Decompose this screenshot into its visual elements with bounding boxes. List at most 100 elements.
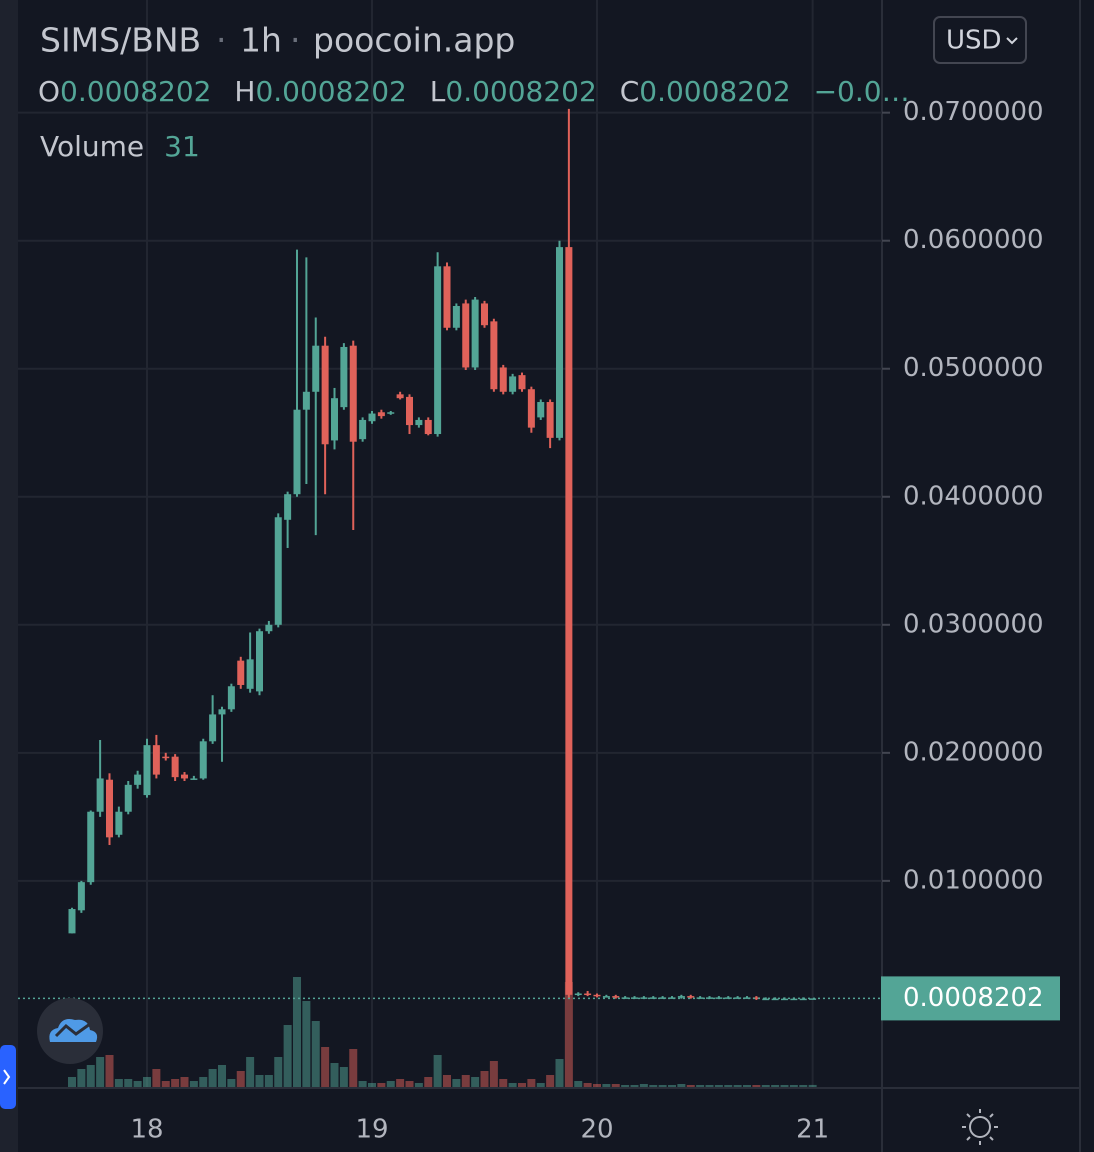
- separator: ·: [216, 21, 227, 60]
- volume-bar: [246, 1057, 255, 1087]
- volume-bar: [283, 1025, 292, 1087]
- candle-body: [790, 998, 798, 1001]
- logo-line: [54, 1022, 91, 1038]
- volume-bar: [771, 1085, 780, 1087]
- volume-bar: [639, 1084, 648, 1087]
- volume-bar: [546, 1075, 555, 1087]
- volume-bar: [424, 1077, 433, 1087]
- candle-body: [368, 413, 376, 422]
- volume-bar: [414, 1083, 423, 1087]
- candle-body: [312, 345, 320, 392]
- candle-body: [499, 367, 507, 392]
- candle-body: [490, 321, 498, 390]
- candle-body: [321, 345, 329, 445]
- volume-legend: Volume 31: [40, 130, 200, 163]
- ohlc-key: L: [430, 75, 446, 108]
- volume-bar: [152, 1069, 161, 1087]
- candle-body: [602, 996, 610, 998]
- candle-body: [359, 419, 367, 440]
- candle-body: [143, 745, 151, 796]
- candle-body: [302, 391, 310, 410]
- volume-bar: [133, 1081, 142, 1087]
- candle-body: [115, 811, 123, 835]
- ohlc-value: 0.0008202: [60, 75, 211, 108]
- candle-body: [181, 774, 188, 779]
- volume-bar: [255, 1075, 264, 1087]
- y-tick-label: 0.0500000: [903, 353, 1044, 383]
- candle-body: [237, 660, 245, 685]
- candle-body: [349, 345, 357, 442]
- volume-bar: [208, 1069, 217, 1087]
- volume-bar: [621, 1085, 630, 1087]
- volume-bar: [611, 1084, 620, 1087]
- source: poocoin.app: [313, 21, 515, 60]
- volume-bar: [649, 1085, 658, 1087]
- candle-body: [743, 997, 751, 999]
- candle-body: [377, 412, 385, 417]
- candle-body: [171, 756, 179, 778]
- volume-bar: [349, 1049, 358, 1087]
- volume-bar: [743, 1085, 751, 1087]
- ohlc-key: H: [234, 75, 255, 108]
- candle-body: [565, 247, 573, 995]
- candle-body: [124, 784, 132, 812]
- x-tick-label: 20: [580, 1115, 613, 1145]
- volume-bar: [489, 1061, 498, 1087]
- volume-key: Volume: [40, 130, 144, 163]
- volume-bar: [227, 1079, 236, 1087]
- candle-body: [527, 389, 535, 428]
- candle-body: [106, 779, 113, 838]
- volume-bar: [180, 1077, 189, 1087]
- volume-bar: [218, 1065, 226, 1087]
- y-tick-label: 0.0700000: [903, 97, 1044, 127]
- volume-bar: [752, 1085, 761, 1087]
- volume-bar: [293, 977, 301, 1087]
- volume-bar: [518, 1083, 526, 1087]
- candle-body: [762, 998, 770, 1001]
- currency-button[interactable]: [933, 16, 1027, 64]
- volume-bar: [602, 1084, 611, 1087]
- volume-bar: [761, 1085, 770, 1087]
- candle-body: [574, 993, 582, 996]
- candle-body: [293, 409, 301, 495]
- settings-icon[interactable]: [962, 1109, 998, 1145]
- candle-body: [227, 686, 235, 710]
- volume-bar: [686, 1085, 695, 1087]
- candle-body: [696, 997, 704, 999]
- volume-layer: [68, 977, 817, 1087]
- candle-body: [406, 396, 413, 426]
- volume-bar: [311, 1021, 320, 1087]
- volume-bar: [789, 1085, 798, 1087]
- candle-body: [340, 346, 348, 408]
- ohlc-key: C: [620, 75, 640, 108]
- candle-body: [471, 299, 479, 368]
- volume-bar: [274, 1057, 283, 1087]
- volume-bar: [452, 1079, 461, 1087]
- candle-body: [799, 998, 807, 1001]
- volume-bar: [124, 1079, 133, 1087]
- volume-bar: [461, 1075, 470, 1087]
- candle-body: [771, 998, 779, 1001]
- volume-bar: [724, 1085, 733, 1087]
- volume-bar: [386, 1081, 395, 1087]
- volume-bar: [68, 1077, 76, 1087]
- volume-bar: [105, 1055, 114, 1087]
- last-price-label: 0.0008202: [903, 983, 1044, 1013]
- volume-bar: [443, 1075, 451, 1087]
- candle-body: [518, 375, 526, 390]
- volume-bar: [358, 1081, 367, 1087]
- volume-bar: [583, 1083, 592, 1087]
- candle-body: [668, 997, 676, 999]
- y-tick-label: 0.0100000: [903, 865, 1044, 895]
- y-tick-label: 0.0300000: [903, 609, 1044, 639]
- toggle-icon: [3, 1069, 11, 1085]
- volume-bar: [199, 1077, 208, 1087]
- candle-body: [256, 631, 263, 692]
- ohlc-key: O: [38, 75, 60, 108]
- x-tick-label: 18: [130, 1115, 163, 1145]
- volume-bar: [396, 1079, 405, 1087]
- candle-body: [481, 303, 488, 326]
- axis-layer: 0.0100000 0.0200000 0.0300000 0.0400000 0.05…: [18, 97, 1060, 1145]
- candle-body: [612, 996, 620, 998]
